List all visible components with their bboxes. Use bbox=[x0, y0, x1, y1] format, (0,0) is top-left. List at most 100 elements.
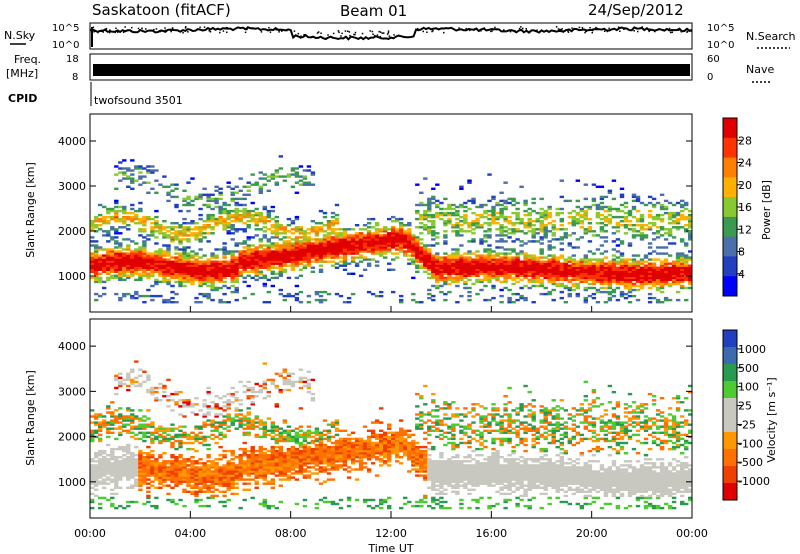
power-cell bbox=[639, 258, 645, 261]
power-cell bbox=[234, 201, 239, 205]
power-cell bbox=[547, 260, 552, 263]
power-cell bbox=[459, 266, 464, 269]
noise-dot bbox=[278, 29, 281, 32]
power-cell bbox=[370, 246, 376, 249]
power-cell bbox=[118, 274, 123, 277]
power-cell bbox=[684, 270, 689, 273]
power-cell bbox=[639, 266, 645, 269]
power-cell bbox=[684, 203, 689, 207]
power-cell bbox=[487, 270, 492, 273]
power-cell bbox=[411, 298, 416, 302]
power-cell bbox=[427, 264, 432, 267]
power-cell bbox=[539, 238, 544, 241]
power-cell bbox=[575, 270, 580, 273]
velocity-cell bbox=[130, 460, 135, 463]
velocity-cell bbox=[210, 421, 215, 424]
power-cell bbox=[370, 250, 376, 253]
velocity-cell bbox=[238, 468, 243, 471]
velocity-cell bbox=[114, 464, 119, 467]
power-cell bbox=[198, 276, 203, 280]
power-cell bbox=[415, 236, 420, 239]
power-cell bbox=[647, 282, 653, 286]
power-cell bbox=[270, 205, 275, 209]
velocity-cell bbox=[110, 458, 115, 461]
power-cell bbox=[154, 262, 159, 265]
velocity-cell bbox=[102, 486, 107, 489]
power-cell bbox=[106, 254, 111, 257]
power-cell bbox=[503, 274, 508, 277]
velocity-cell bbox=[218, 468, 223, 471]
power-cell bbox=[298, 226, 304, 229]
power-cell bbox=[647, 276, 653, 280]
velocity-cell bbox=[170, 478, 175, 481]
power-cell bbox=[543, 292, 548, 296]
power-cell bbox=[531, 260, 536, 263]
power-cell bbox=[487, 262, 492, 265]
power-cell bbox=[623, 220, 629, 223]
power-cell bbox=[322, 234, 328, 237]
power-cell bbox=[362, 250, 368, 253]
power-cell bbox=[555, 238, 560, 241]
velocity-cell bbox=[246, 449, 251, 453]
power-cell bbox=[338, 232, 344, 235]
velocity-cell bbox=[234, 468, 239, 471]
power-cell bbox=[591, 262, 597, 265]
power-cell bbox=[483, 240, 488, 243]
power-cell bbox=[98, 264, 103, 267]
power-cell bbox=[655, 213, 661, 217]
velocity-cell bbox=[130, 382, 135, 386]
power-cell bbox=[294, 181, 300, 184]
power-cell bbox=[150, 256, 155, 259]
velocity-cell bbox=[134, 466, 139, 469]
velocity-cell bbox=[222, 476, 227, 479]
power-cell bbox=[591, 258, 597, 261]
power-cell bbox=[688, 270, 693, 273]
power-cell bbox=[210, 282, 215, 286]
power-cell bbox=[527, 217, 532, 221]
noise-dot bbox=[633, 30, 635, 32]
noise-dot bbox=[244, 31, 247, 34]
power-cell bbox=[515, 207, 520, 211]
power-cell bbox=[511, 222, 516, 225]
power-cell bbox=[627, 244, 633, 247]
power-cell bbox=[354, 224, 360, 227]
power-cell bbox=[680, 268, 685, 271]
power-cell bbox=[302, 238, 308, 241]
power-cell bbox=[435, 270, 440, 273]
power-cell bbox=[278, 270, 283, 273]
velocity-cell bbox=[130, 417, 135, 420]
power-cell bbox=[202, 254, 207, 257]
power-cell bbox=[326, 242, 332, 245]
power-cell bbox=[146, 217, 151, 221]
power-cell bbox=[222, 207, 227, 211]
power-cell bbox=[631, 236, 637, 239]
power-cell bbox=[623, 260, 629, 263]
power-cell bbox=[415, 248, 420, 251]
power-cell bbox=[447, 266, 452, 269]
power-cell bbox=[435, 205, 440, 209]
power-cell bbox=[246, 244, 251, 247]
power-cell bbox=[515, 292, 520, 296]
power-cell bbox=[146, 165, 151, 168]
power-cell bbox=[110, 266, 115, 269]
velocity-cell bbox=[146, 478, 151, 481]
noise-dot bbox=[509, 30, 512, 33]
power-cell bbox=[146, 260, 151, 263]
power-cell bbox=[395, 238, 400, 241]
power-colorbar-tick-label: 20 bbox=[738, 179, 752, 192]
power-cell bbox=[463, 268, 468, 271]
power-cell bbox=[391, 236, 396, 239]
power-cell bbox=[114, 240, 119, 243]
velocity-cell bbox=[142, 482, 147, 485]
cpid-value: twofsound 3501 bbox=[94, 94, 183, 107]
velocity-cell bbox=[102, 419, 107, 422]
velocity-cell bbox=[202, 474, 207, 477]
power-cell bbox=[350, 238, 356, 241]
power-cell bbox=[495, 264, 500, 267]
power-cell bbox=[314, 232, 320, 235]
power-cell bbox=[583, 183, 588, 186]
power-cell bbox=[391, 240, 396, 243]
power-cell bbox=[595, 276, 601, 280]
velocity-cell bbox=[110, 462, 115, 465]
power-cell bbox=[607, 286, 613, 290]
